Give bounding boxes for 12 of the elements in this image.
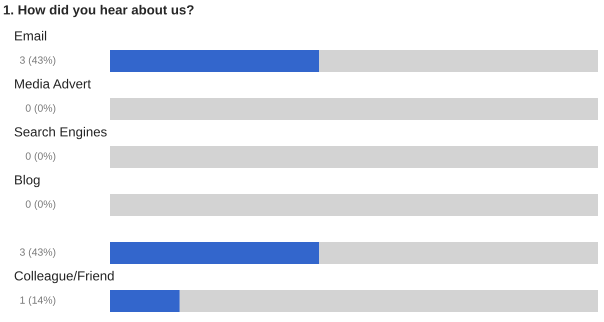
data-label: 3 (43%) (20, 56, 56, 66)
y-tick-label: Blog (15, 174, 40, 188)
y-tick-label: Colleague/Friend (14, 270, 114, 284)
data-label: 0 (0%) (26, 104, 56, 114)
data-label: 0 (0%) (26, 152, 56, 162)
data-label: 3 (43%) (20, 248, 56, 258)
chart-title: 1. How did you hear about us? (4, 4, 194, 18)
data-label: 0 (0%) (26, 200, 56, 210)
y-tick-label: Email (15, 30, 46, 41)
data-label: 1 (14%) (20, 296, 56, 306)
y-tick-label: Media Advert (15, 78, 91, 89)
y-tick-label: Search Engines (14, 126, 107, 140)
